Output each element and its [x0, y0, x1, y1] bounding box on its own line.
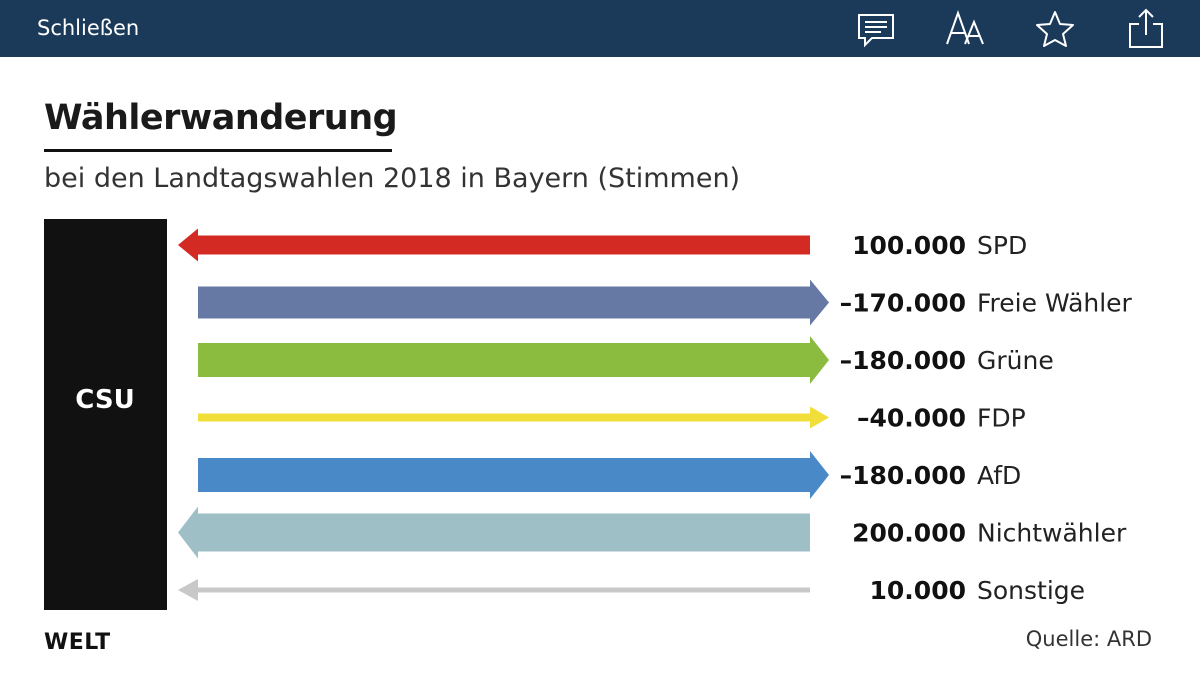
- value-label-3: –40.000: [857, 404, 966, 433]
- csu-label: CSU: [75, 385, 134, 415]
- chart-title: Wählerwanderung: [44, 98, 398, 138]
- party-label-5: Nichtwähler: [977, 519, 1127, 548]
- value-label-1: –170.000: [840, 289, 966, 318]
- party-label-2: Grüne: [977, 346, 1054, 375]
- arrow-head-0: [178, 228, 198, 262]
- chart-subtitle: bei den Landtagswahlen 2018 in Bayern (S…: [44, 163, 741, 194]
- bar-1: [198, 286, 810, 319]
- bar-4: [198, 458, 810, 492]
- value-label-6: 10.000: [870, 576, 966, 605]
- arrow-head-4: [810, 451, 829, 499]
- bar-2: [198, 343, 810, 377]
- bar-5: [198, 513, 810, 552]
- party-label-0: SPD: [977, 231, 1027, 260]
- bar-6: [198, 587, 810, 593]
- text-size-icon[interactable]: [943, 7, 987, 51]
- value-label-4: –180.000: [840, 461, 966, 490]
- arrow-head-6: [178, 579, 198, 601]
- close-button[interactable]: Schließen: [37, 16, 140, 40]
- welt-logo: WELT: [44, 630, 111, 655]
- toolbar: Schließen: [0, 0, 1200, 57]
- title-underline: [44, 149, 392, 152]
- party-label-3: FDP: [977, 404, 1026, 433]
- party-label-6: Sonstige: [977, 576, 1085, 605]
- party-label-1: Freie Wähler: [977, 289, 1133, 318]
- bar-0: [198, 235, 810, 255]
- party-label-4: AfD: [977, 461, 1021, 490]
- arrow-head-5: [178, 506, 198, 559]
- bar-3: [198, 413, 810, 422]
- source-note: Quelle: ARD: [1025, 627, 1152, 651]
- value-label-5: 200.000: [852, 519, 966, 548]
- arrow-head-3: [810, 406, 829, 429]
- arrow-head-2: [810, 336, 829, 384]
- value-label-2: –180.000: [840, 346, 966, 375]
- star-icon[interactable]: [1033, 7, 1077, 51]
- comment-icon[interactable]: [854, 7, 898, 51]
- arrow-head-1: [810, 279, 829, 326]
- value-label-0: 100.000: [852, 231, 966, 260]
- csu-block: [44, 219, 167, 610]
- share-icon[interactable]: [1124, 7, 1168, 51]
